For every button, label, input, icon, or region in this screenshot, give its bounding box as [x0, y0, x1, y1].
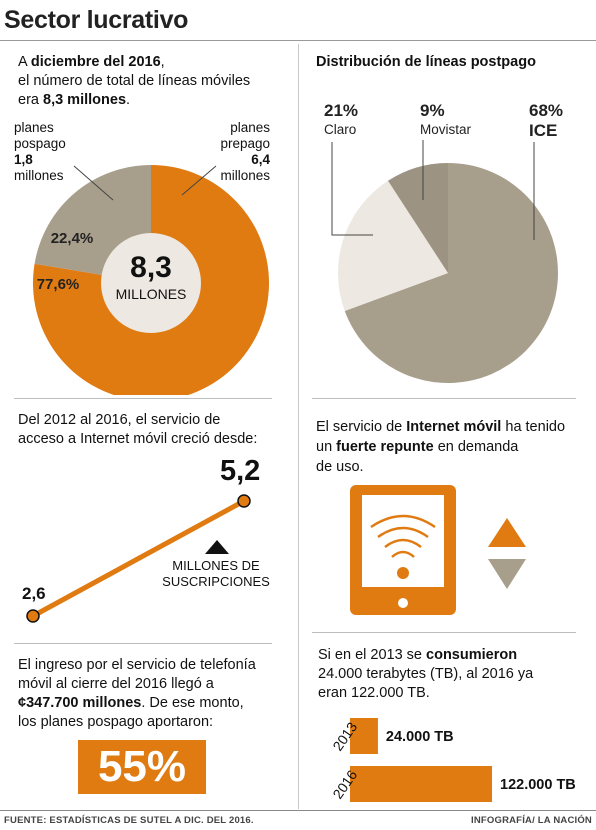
up-triangle-icon [205, 540, 229, 554]
revenue-pct-value: 55% [97, 742, 187, 791]
right-rule-2 [312, 632, 576, 633]
growth-point-2012 [26, 609, 40, 623]
phone-wifi-illustration [350, 485, 526, 615]
right-rule-1 [312, 398, 576, 399]
growth-series-line [31, 498, 246, 619]
left-rule-2 [14, 643, 272, 644]
title-rule [0, 40, 596, 41]
donut-center [101, 233, 201, 333]
demand-text: El servicio de Internet móvil ha tenido … [316, 419, 566, 475]
revenue-text: El ingreso por el servicio de telefonía … [18, 657, 256, 730]
growth-line-chart: 2,6 5,2 MILLONES DE SUSCRIPCIONES [22, 455, 270, 623]
pie-slice-claro [338, 180, 448, 311]
consumption-text: Si en el 2013 se consumieron 24.000 tera… [318, 647, 534, 701]
pie-slice-ice [344, 163, 558, 383]
prepago-pct-label: 77,6% [37, 276, 80, 293]
lines-donut-chart: 8,3 MILLONES 22,4% 77,6% [33, 165, 269, 395]
left-rule-1 [14, 398, 272, 399]
arrow-up-icon [488, 518, 526, 547]
revenue-pct-box [78, 740, 206, 794]
lines-intro: A diciembre del 2016, el número de total… [18, 54, 251, 108]
growth-unit-1: MILLONES DE [172, 558, 260, 573]
growth-point-2016 [237, 494, 251, 508]
phone-button-icon [398, 598, 408, 608]
bar-2016 [350, 766, 492, 802]
donut-slice-prepago [33, 165, 269, 395]
footer-rule [0, 810, 596, 811]
ice-pct: 68% [529, 101, 563, 120]
ice-name: ICE [529, 121, 557, 140]
wifi-dot-icon [397, 567, 409, 579]
bar-value-label-2013: 24.000 TB [386, 729, 454, 745]
bar-2013 [350, 718, 378, 754]
pie-slice-movistar [387, 163, 448, 273]
pospago-pct-label: 22,4% [51, 230, 94, 247]
postpago-pie-chart: 21% Claro 9% Movistar 68% ICE [324, 101, 563, 383]
movistar-pct: 9% [420, 101, 445, 120]
arrow-down-icon [488, 559, 526, 589]
postpago-heading: Distribución de líneas postpago [316, 54, 536, 70]
pie-slices [338, 163, 558, 383]
claro-pct: 21% [324, 101, 358, 120]
growth-unit-2: SUSCRIPCIONES [162, 574, 270, 589]
prepago-callout: planes prepago 6,4 millones [220, 120, 270, 183]
pospago-leader [73, 165, 114, 201]
page-title: Sector lucrativo [4, 6, 189, 34]
pospago-callout: planes pospago 1,8 millones [14, 120, 66, 183]
movistar-name: Movistar [420, 122, 472, 137]
growth-end-label: 5,2 [220, 455, 260, 487]
donut-center-value: 8,3 [130, 251, 172, 284]
claro-leader [331, 142, 373, 236]
footer-credit: INFOGRAFÍA/ LA NACIÓN [470, 815, 592, 826]
claro-name: Claro [324, 122, 356, 137]
prepago-leader [181, 165, 217, 196]
footer-source: FUENTE: ESTADÍSTICAS DE SUTEL A DIC. DEL… [4, 815, 254, 826]
column-divider [298, 44, 299, 809]
growth-text: Del 2012 al 2016, el servicio de acceso … [18, 412, 258, 447]
growth-start-label: 2,6 [22, 584, 46, 603]
bar-value-label-2016: 122.000 TB [500, 777, 576, 793]
donut-center-unit: MILLONES [116, 286, 187, 302]
wifi-icon [370, 514, 436, 558]
